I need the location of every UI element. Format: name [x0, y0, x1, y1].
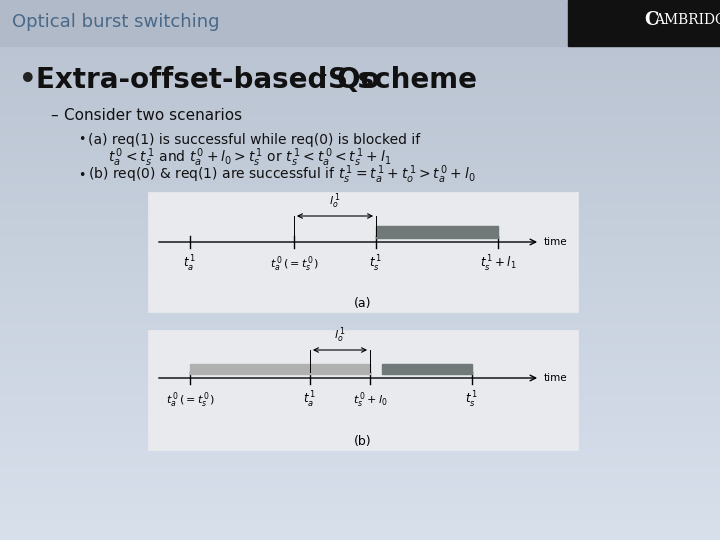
- Text: $t_s^{\,1}$: $t_s^{\,1}$: [465, 390, 479, 410]
- Text: $l_o^{\,1}$: $l_o^{\,1}$: [329, 191, 341, 211]
- Text: $t_a^{\,0} < t_s^{\,1}$ and $t_a^{\,0} + l_0 > t_s^{\,1}$ or $t_s^{\,1} < t_a^{\: $t_a^{\,0} < t_s^{\,1}$ and $t_a^{\,0} +…: [108, 147, 392, 170]
- Text: (b) req(0) & req(1) are successful if $t_s^{\,1} = t_a^{\,1} + t_o^{\,1} > t_a^{: (b) req(0) & req(1) are successful if $t…: [88, 164, 476, 186]
- Text: (a): (a): [354, 298, 372, 310]
- Text: (a) req(1) is successful while req(0) is blocked if: (a) req(1) is successful while req(0) is…: [88, 133, 420, 147]
- Text: AMBRIDGE: AMBRIDGE: [654, 13, 720, 27]
- Text: $t_a^{\,0}\,(=t_s^{\,0})$: $t_a^{\,0}\,(=t_s^{\,0})$: [166, 390, 215, 410]
- Text: Extra-offset-based Qo: Extra-offset-based Qo: [36, 66, 379, 94]
- Bar: [568, 0, 720, 46]
- Text: time: time: [544, 373, 567, 383]
- Text: time: time: [544, 237, 567, 247]
- Bar: [376, 226, 498, 238]
- Text: $l_o^{\,1}$: $l_o^{\,1}$: [334, 326, 346, 345]
- Text: $t_s^{\,0}+l_0$: $t_s^{\,0}+l_0$: [353, 390, 387, 410]
- Text: $t_s^{\,1}$: $t_s^{\,1}$: [369, 254, 382, 274]
- Text: $t_a^{\,1}$: $t_a^{\,1}$: [303, 390, 317, 410]
- Text: •: •: [18, 64, 37, 97]
- Text: S scheme: S scheme: [328, 66, 477, 94]
- Text: $t_a^{\,1}$: $t_a^{\,1}$: [184, 254, 197, 274]
- Text: Consider two scenarios: Consider two scenarios: [64, 107, 242, 123]
- Text: (b): (b): [354, 435, 372, 449]
- Bar: [190, 364, 370, 374]
- Text: C: C: [644, 11, 658, 29]
- Text: .: .: [322, 64, 327, 79]
- Text: $t_a^{\,0}\,(=t_s^{\,0})$: $t_a^{\,0}\,(=t_s^{\,0})$: [270, 254, 318, 274]
- Text: Optical burst switching: Optical burst switching: [12, 13, 220, 31]
- Text: •: •: [78, 133, 86, 146]
- Text: –: –: [50, 107, 58, 123]
- Bar: [0, 0, 720, 46]
- Bar: [382, 364, 472, 374]
- Bar: [148, 192, 578, 312]
- Text: $t_s^{\,1}+l_1$: $t_s^{\,1}+l_1$: [480, 254, 516, 274]
- Text: •: •: [78, 168, 86, 181]
- Bar: [148, 330, 578, 450]
